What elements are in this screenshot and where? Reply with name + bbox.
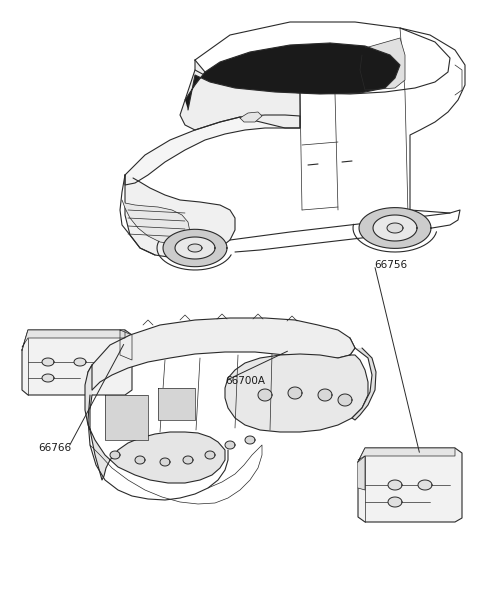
Polygon shape <box>240 112 262 122</box>
Polygon shape <box>122 200 190 244</box>
Polygon shape <box>135 456 145 464</box>
Polygon shape <box>225 338 368 432</box>
Polygon shape <box>352 348 376 420</box>
Polygon shape <box>22 330 125 350</box>
Text: 66700A: 66700A <box>226 376 265 385</box>
Polygon shape <box>387 223 403 233</box>
Polygon shape <box>418 480 432 490</box>
Polygon shape <box>160 458 170 466</box>
Polygon shape <box>22 330 132 395</box>
Polygon shape <box>163 230 227 267</box>
Polygon shape <box>245 436 255 444</box>
Polygon shape <box>359 208 431 248</box>
Text: 66766: 66766 <box>38 443 72 452</box>
Polygon shape <box>125 175 235 258</box>
Polygon shape <box>318 389 332 401</box>
Polygon shape <box>338 394 352 406</box>
Polygon shape <box>183 456 193 464</box>
Polygon shape <box>358 448 462 522</box>
Polygon shape <box>158 388 195 420</box>
Polygon shape <box>42 374 54 382</box>
Polygon shape <box>105 395 148 440</box>
Polygon shape <box>74 358 86 366</box>
Polygon shape <box>388 480 402 490</box>
Polygon shape <box>180 60 300 130</box>
Polygon shape <box>205 451 215 459</box>
Polygon shape <box>360 38 405 90</box>
Polygon shape <box>120 330 132 360</box>
Polygon shape <box>42 358 54 366</box>
Polygon shape <box>373 215 417 241</box>
Polygon shape <box>185 43 400 110</box>
Polygon shape <box>88 318 355 390</box>
Polygon shape <box>358 448 455 462</box>
Polygon shape <box>288 387 302 399</box>
Polygon shape <box>358 456 365 490</box>
Polygon shape <box>125 115 300 185</box>
Polygon shape <box>188 244 202 252</box>
Polygon shape <box>175 237 215 259</box>
Polygon shape <box>388 497 402 507</box>
Polygon shape <box>110 451 120 459</box>
Polygon shape <box>85 365 225 483</box>
Polygon shape <box>225 441 235 449</box>
Text: 66756: 66756 <box>374 260 408 270</box>
Polygon shape <box>258 389 272 401</box>
